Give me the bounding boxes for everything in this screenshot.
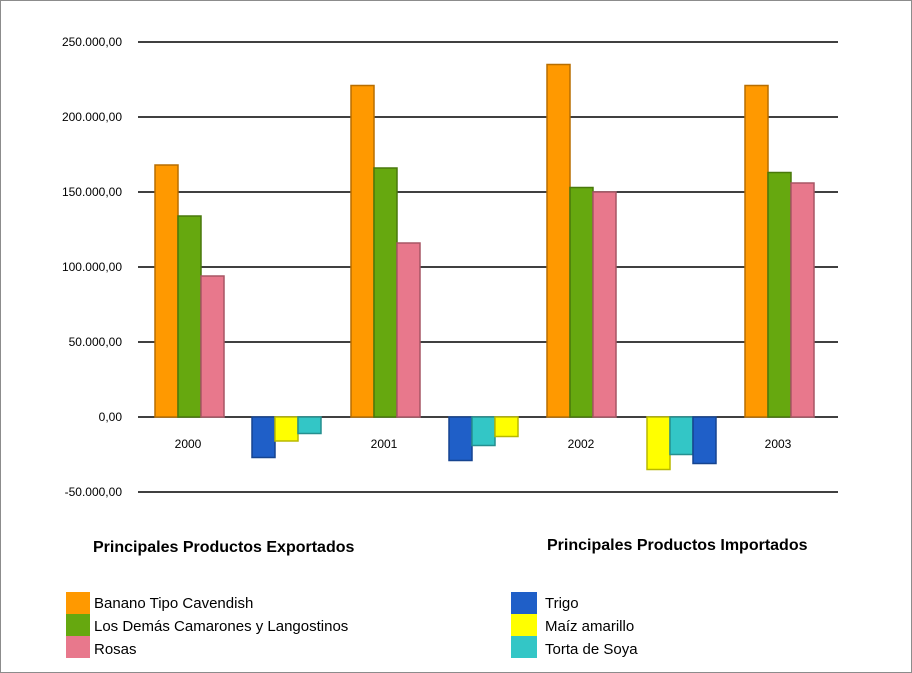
bar-maiz-gap1 bbox=[274, 416, 299, 442]
exported-section-title: Principales Productos Exportados bbox=[93, 539, 355, 556]
y-axis-labels: -50.000,00 0,00 50.000,00 100.000,00 150.000… bbox=[62, 35, 122, 499]
category-label: 2000 bbox=[175, 437, 202, 451]
bar-banano-2001 bbox=[350, 84, 375, 418]
y-tick-label: 50.000,00 bbox=[69, 335, 123, 349]
bar-soya-gap1 bbox=[297, 416, 322, 435]
bar-banano-2000 bbox=[154, 164, 179, 418]
bar-soya-gap2 bbox=[471, 416, 496, 447]
legend-label-maiz: Maíz amarillo bbox=[545, 618, 634, 635]
legend-swatch-camarones bbox=[66, 614, 90, 636]
legend-swatch-rosas bbox=[66, 636, 90, 658]
bar-rosas-2003 bbox=[790, 182, 815, 418]
bar-camarones-2000 bbox=[177, 215, 202, 418]
bars bbox=[154, 63, 815, 471]
bar-camarones-2001 bbox=[373, 167, 398, 418]
bar-maiz-gap2 bbox=[494, 416, 519, 438]
legend-label-soya: Torta de Soya bbox=[545, 641, 638, 658]
legend-swatch-trigo bbox=[511, 592, 537, 614]
y-tick-label: -50.000,00 bbox=[65, 485, 123, 499]
bar-trigo-gap1 bbox=[251, 416, 276, 459]
legend-swatch-banano bbox=[66, 592, 90, 614]
category-label: 2001 bbox=[371, 437, 398, 451]
legend-label-rosas: Rosas bbox=[94, 641, 137, 658]
bar-banano-2003 bbox=[744, 84, 769, 418]
imported-section-title: Principales Productos Importados bbox=[547, 537, 808, 554]
category-labels: 2000 2001 2002 2003 bbox=[175, 437, 792, 451]
legend-swatch-soya bbox=[511, 636, 537, 658]
bar-rosas-2000 bbox=[200, 275, 225, 418]
legend-label-banano: Banano Tipo Cavendish bbox=[94, 595, 253, 612]
bar-rosas-2001 bbox=[396, 242, 421, 418]
legend: Banano Tipo Cavendish Los Demás Camarone… bbox=[66, 592, 638, 658]
y-tick-label: 150.000,00 bbox=[62, 185, 122, 199]
legend-label-trigo: Trigo bbox=[545, 595, 579, 612]
bar-maiz-gap3 bbox=[646, 416, 671, 471]
bar-camarones-2003 bbox=[767, 171, 792, 418]
bar-trigo-gap2 bbox=[448, 416, 473, 462]
y-tick-label: 250.000,00 bbox=[62, 35, 122, 49]
legend-swatch-maiz bbox=[511, 614, 537, 636]
y-tick-label: 200.000,00 bbox=[62, 110, 122, 124]
bar-soya-gap3 bbox=[669, 416, 694, 456]
legend-label-camarones: Los Demás Camarones y Langostinos bbox=[94, 618, 348, 635]
bar-camarones-2002 bbox=[569, 186, 594, 418]
category-label: 2003 bbox=[765, 437, 792, 451]
y-tick-label: 100.000,00 bbox=[62, 260, 122, 274]
bar-trigo-gap3 bbox=[692, 416, 717, 465]
y-tick-label: 0,00 bbox=[99, 410, 123, 424]
category-label: 2002 bbox=[568, 437, 595, 451]
bar-banano-2002 bbox=[546, 63, 571, 418]
bar-rosas-2002 bbox=[592, 191, 617, 418]
